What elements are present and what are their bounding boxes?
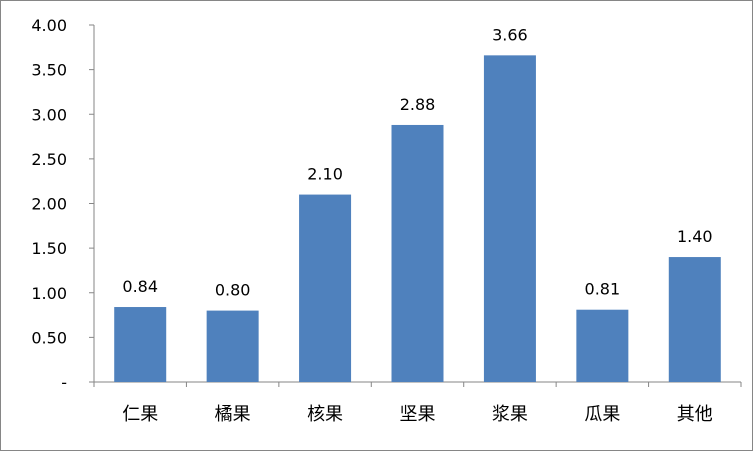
data-label: 0.84	[122, 277, 158, 296]
data-label: 0.80	[215, 281, 251, 300]
bar	[391, 124, 444, 383]
bar	[206, 310, 259, 382]
category-label: 橘果	[215, 404, 251, 425]
category-label: 核果	[307, 404, 343, 425]
data-label: 3.66	[492, 25, 528, 44]
y-tick-label: 2.00	[31, 195, 67, 214]
category-label: 其他	[677, 404, 713, 425]
data-label: 0.81	[585, 280, 621, 299]
data-label: 2.88	[400, 95, 436, 114]
y-tick-label: 1.50	[31, 239, 67, 258]
y-tick-label: 2.50	[31, 150, 67, 169]
y-tick-label: -	[61, 373, 67, 392]
category-label: 瓜果	[584, 404, 620, 425]
y-tick-label: 4.00	[31, 16, 67, 35]
bar	[483, 55, 536, 382]
bar	[668, 257, 721, 382]
data-label: 2.10	[307, 165, 343, 184]
bar	[299, 194, 352, 382]
y-tick-label: 0.50	[31, 328, 67, 347]
category-label: 浆果	[492, 404, 528, 425]
y-tick-label: 1.00	[31, 284, 67, 303]
bar	[114, 307, 167, 382]
category-label: 坚果	[400, 404, 436, 425]
y-tick-label: 3.50	[31, 61, 67, 80]
y-tick-label: 3.00	[31, 105, 67, 124]
category-label: 仁果	[122, 404, 158, 425]
bar	[576, 309, 629, 382]
data-label: 1.40	[677, 227, 713, 246]
